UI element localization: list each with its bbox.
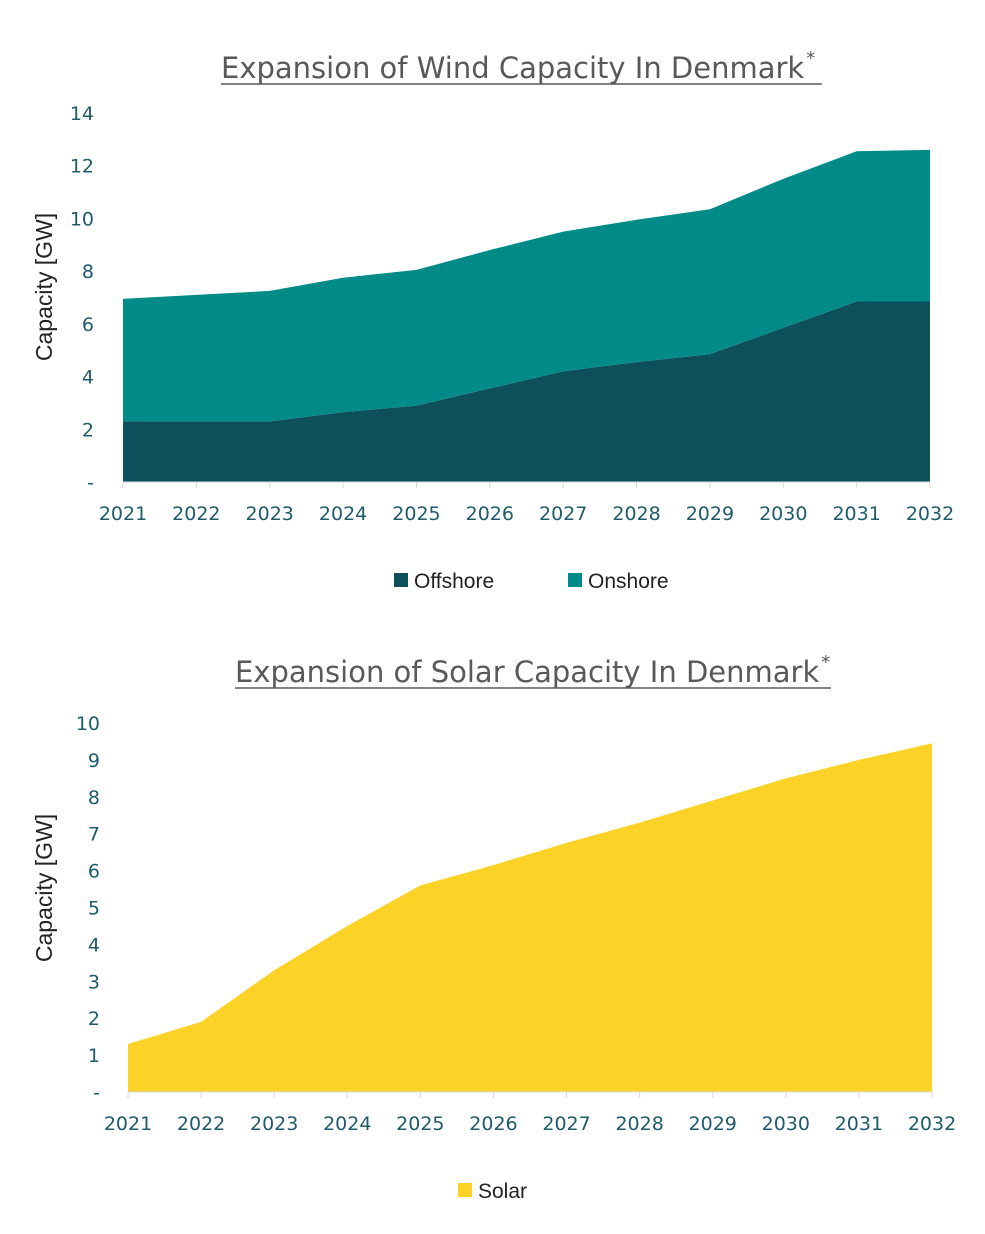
y-tick-label: 7 <box>88 824 100 846</box>
y-tick-label: 3 <box>88 971 100 993</box>
x-tick-label: 2026 <box>466 503 514 525</box>
x-tick-label: 2023 <box>246 503 294 525</box>
legend-swatch-offshore <box>394 573 408 587</box>
y-axis-label: Capacity [GW] <box>31 213 57 361</box>
series-area-solar <box>128 743 932 1092</box>
x-tick-label: 2022 <box>172 503 220 525</box>
y-tick-label: 1 <box>88 1045 100 1067</box>
chart-title-text: Expansion of Solar Capacity In Denmark <box>235 655 819 689</box>
legend-label-offshore: Offshore <box>414 570 494 593</box>
legend-label-solar: Solar <box>478 1180 527 1203</box>
chart-title: Expansion of Solar Capacity In Denmark * <box>235 652 830 689</box>
x-tick-label: 2022 <box>177 1113 225 1135</box>
series-area-offshore <box>123 301 930 482</box>
x-tick-label: 2029 <box>686 503 734 525</box>
wind-chart: Expansion of Wind Capacity In Denmark * 20… <box>31 48 954 593</box>
y-tick-label: 10 <box>76 713 100 735</box>
legend-swatch-onshore <box>568 573 582 587</box>
y-tick-label: - <box>93 1082 100 1104</box>
x-tick-label: 2030 <box>762 1113 810 1135</box>
chart-title-marker: * <box>821 652 830 673</box>
y-tick-label: 2 <box>82 419 94 441</box>
y-tick-label: 8 <box>88 787 100 809</box>
legend-label-onshore: Onshore <box>588 570 669 593</box>
y-tick-label: 4 <box>88 934 100 956</box>
chart-title-text: Expansion of Wind Capacity In Denmark <box>221 51 804 85</box>
y-axis-label: Capacity [GW] <box>31 814 57 962</box>
x-tick-label: 2026 <box>469 1113 517 1135</box>
y-tick-label: 12 <box>70 156 94 178</box>
y-tick-label: 4 <box>82 367 94 389</box>
x-tick-label: 2027 <box>539 503 587 525</box>
x-tick-label: 2027 <box>542 1113 590 1135</box>
x-tick-label: 2021 <box>99 503 147 525</box>
x-tick-label: 2029 <box>689 1113 737 1135</box>
x-tick-label: 2031 <box>832 503 880 525</box>
y-tick-label: 6 <box>88 861 100 883</box>
x-tick-label: 2031 <box>835 1113 883 1135</box>
x-tick-label: 2028 <box>615 1113 663 1135</box>
x-tick-label: 2028 <box>612 503 660 525</box>
y-tick-label: - <box>87 472 94 494</box>
x-tick-label: 2023 <box>250 1113 298 1135</box>
x-tick-label: 2024 <box>319 503 367 525</box>
y-tick-label: 6 <box>82 314 94 336</box>
legend-swatch-solar <box>458 1183 472 1197</box>
y-tick-label: 8 <box>82 261 94 283</box>
x-tick-label: 2032 <box>906 503 954 525</box>
chart-title: Expansion of Wind Capacity In Denmark * <box>221 48 815 85</box>
x-tick-label: 2025 <box>392 503 440 525</box>
chart-title-marker: * <box>806 48 815 69</box>
x-tick-label: 2024 <box>323 1113 371 1135</box>
y-tick-label: 14 <box>70 103 94 125</box>
x-tick-label: 2025 <box>396 1113 444 1135</box>
solar-chart: Expansion of Solar Capacity In Denmark * 2… <box>31 652 956 1203</box>
y-tick-label: 5 <box>88 898 100 920</box>
y-tick-label: 9 <box>88 750 100 772</box>
series-area-onshore <box>123 149 930 422</box>
x-tick-label: 2030 <box>759 503 807 525</box>
x-tick-label: 2021 <box>104 1113 152 1135</box>
y-tick-label: 10 <box>70 208 94 230</box>
y-tick-label: 2 <box>88 1008 100 1030</box>
x-tick-label: 2032 <box>908 1113 956 1135</box>
